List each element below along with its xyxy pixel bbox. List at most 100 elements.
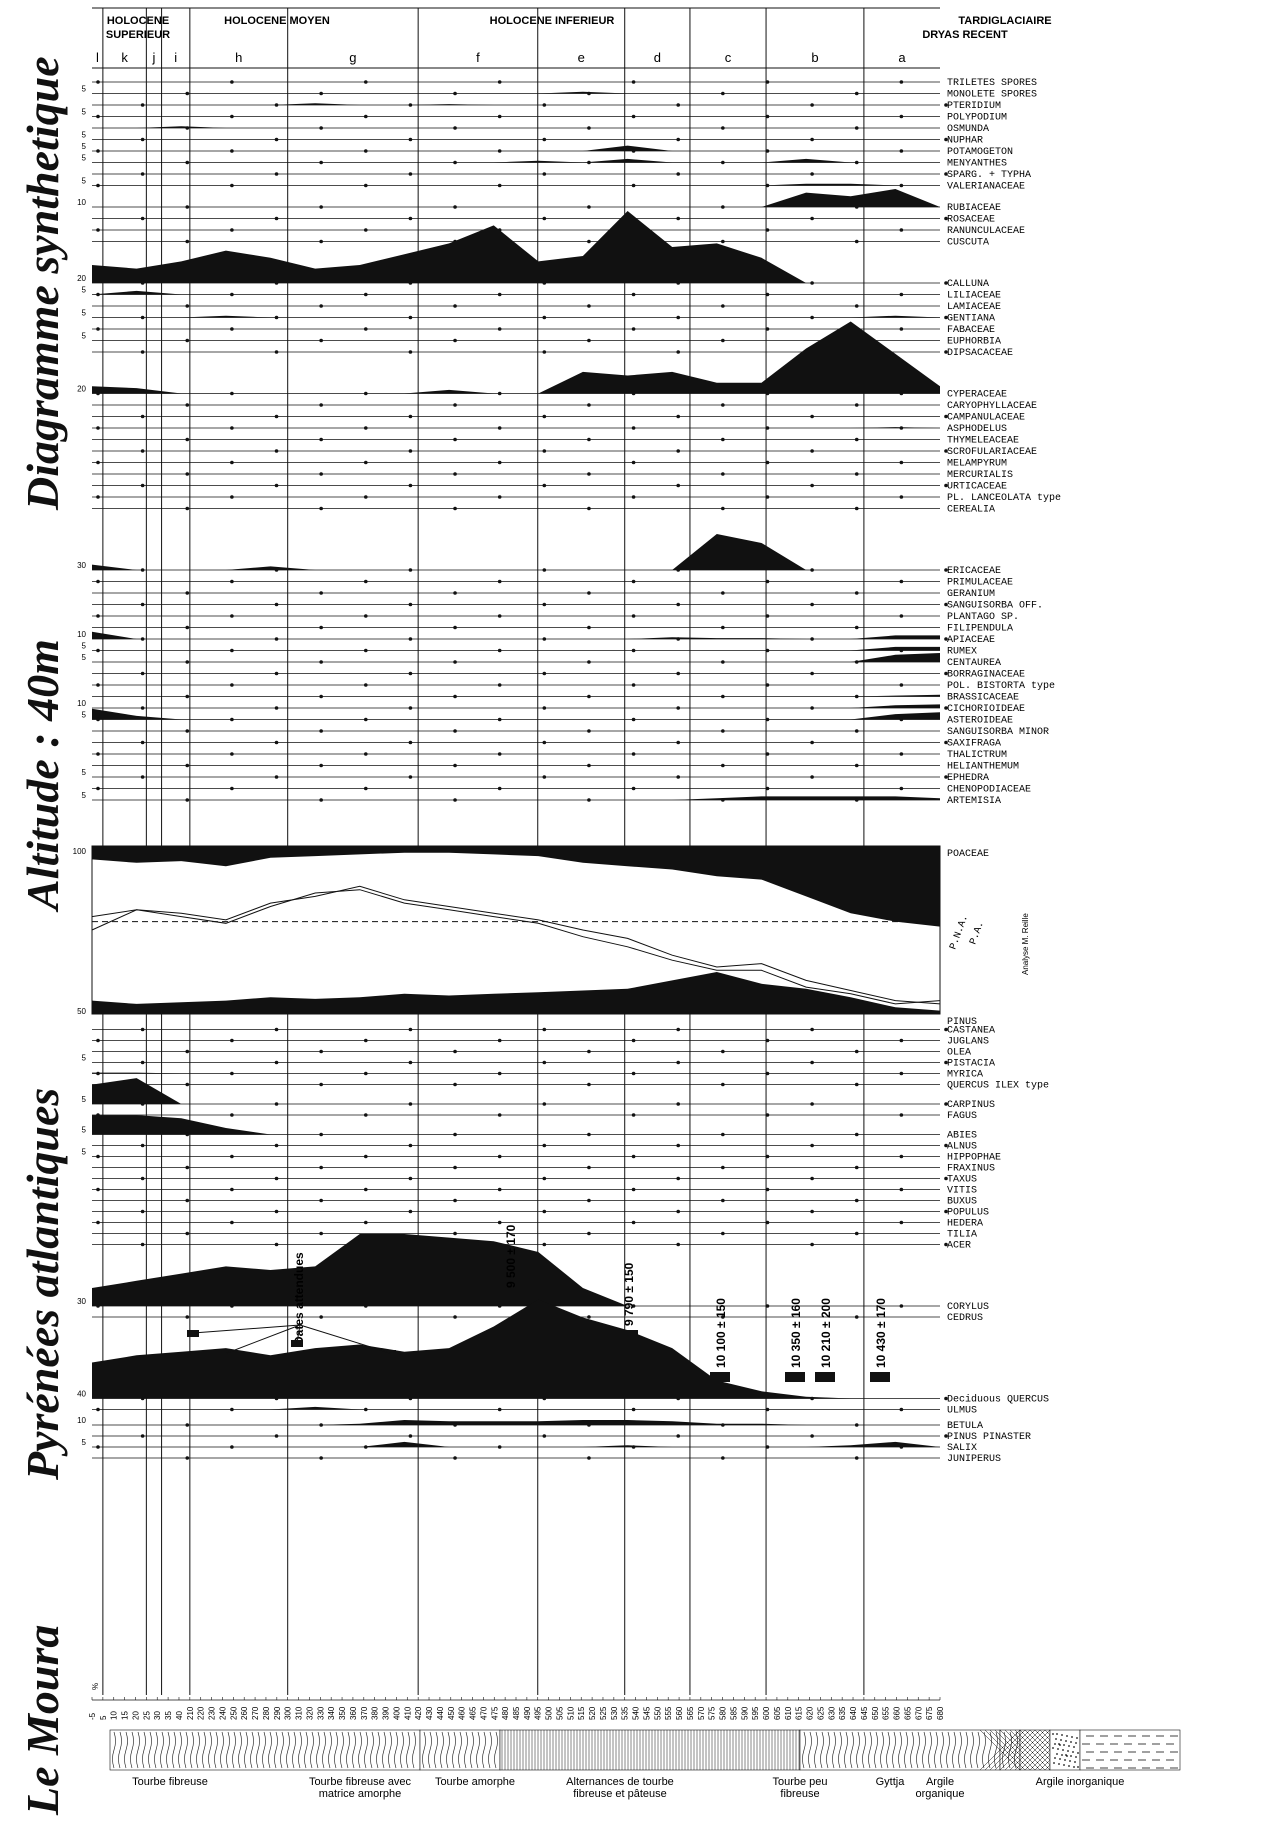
track-dot bbox=[140, 414, 145, 419]
track-dot bbox=[631, 391, 636, 396]
lower-track-dot bbox=[185, 1049, 190, 1054]
track-area-menyanthes bbox=[92, 158, 940, 163]
pinus-label: PINUS bbox=[947, 1017, 977, 1028]
lower-track-dot bbox=[854, 1423, 859, 1427]
track-dot bbox=[140, 706, 145, 710]
lower-track-dot bbox=[810, 1434, 814, 1438]
track-dot bbox=[140, 637, 145, 641]
track-dot bbox=[676, 281, 681, 285]
axis-tick-label: 560 bbox=[675, 1706, 684, 1720]
lower-track-dot bbox=[944, 1434, 948, 1438]
track-dot bbox=[185, 338, 190, 343]
track-dot bbox=[854, 205, 859, 209]
sediment-hatch bbox=[458, 1731, 462, 1769]
track-dot bbox=[542, 671, 547, 676]
track-area-rumex bbox=[92, 646, 940, 651]
sediment-hatch bbox=[946, 1731, 950, 1769]
track-dot bbox=[765, 80, 770, 84]
sediment-dot bbox=[1070, 1741, 1072, 1743]
sediment-hatch bbox=[862, 1731, 866, 1769]
track-dot bbox=[140, 281, 145, 285]
track-dot bbox=[631, 752, 636, 756]
track-dot bbox=[96, 149, 100, 153]
track-dot bbox=[944, 637, 948, 641]
track-dot bbox=[319, 403, 323, 407]
sediment-dot bbox=[1054, 1743, 1056, 1745]
track-scale: 5 bbox=[82, 177, 87, 186]
lower-track-dot bbox=[185, 1231, 190, 1236]
lower-track-dot bbox=[810, 1060, 814, 1065]
track-dot bbox=[453, 763, 457, 768]
track-dot bbox=[274, 637, 279, 641]
track-dot bbox=[363, 228, 368, 232]
track-dot bbox=[274, 568, 279, 572]
track-dot bbox=[453, 625, 457, 630]
track-dot bbox=[721, 160, 725, 165]
track-dot bbox=[274, 414, 279, 419]
track-dot bbox=[899, 149, 904, 153]
axis-tick-label: 490 bbox=[523, 1706, 532, 1720]
date-label: 10 100 ± 150 bbox=[714, 1298, 728, 1368]
sediment-hatch bbox=[970, 1731, 974, 1769]
sediment-dot bbox=[1073, 1746, 1075, 1748]
track-label-liliaceae: LILIACEAE bbox=[947, 291, 1001, 302]
track-dot bbox=[408, 740, 413, 745]
lower-track-label-quercus-ilex-type: QUERCUS ILEX type bbox=[947, 1081, 1049, 1092]
lower-track-dot bbox=[319, 1198, 323, 1203]
track-dot bbox=[899, 614, 904, 618]
track-dot bbox=[230, 391, 234, 396]
axis-tick-label: 20 bbox=[131, 1711, 140, 1720]
track-dot bbox=[96, 80, 100, 84]
track-dot bbox=[587, 437, 591, 442]
track-dot bbox=[319, 304, 323, 308]
lower-track-dot bbox=[899, 1071, 904, 1076]
sediment-dot bbox=[1063, 1744, 1065, 1746]
lower-track-scale: 10 bbox=[77, 1416, 86, 1425]
lower-track-dot bbox=[631, 1220, 636, 1225]
track-dot bbox=[810, 483, 814, 488]
lower-track-dot bbox=[140, 1434, 145, 1438]
track-scale: 5 bbox=[82, 768, 87, 777]
track-dot bbox=[363, 579, 368, 584]
track-area-artemisia bbox=[92, 796, 940, 800]
lower-track-dot bbox=[185, 1132, 190, 1137]
track-label-primulaceae: PRIMULACEAE bbox=[947, 578, 1013, 589]
sediment-hatch bbox=[976, 1731, 980, 1769]
lower-track-dot bbox=[899, 1038, 904, 1043]
track-label-polypodium: POLYPODIUM bbox=[947, 113, 1007, 124]
lower-track-label-juglans: JUGLANS bbox=[947, 1037, 989, 1048]
axis-tick-label: 585 bbox=[729, 1706, 738, 1720]
track-dot bbox=[899, 648, 904, 653]
track-label-lamiaceae: LAMIACEAE bbox=[947, 302, 1001, 313]
track-dot bbox=[810, 137, 814, 142]
sediment-hatch bbox=[892, 1731, 896, 1769]
lower-track-dot bbox=[140, 1143, 145, 1148]
sediment-hatch bbox=[178, 1731, 182, 1769]
track-dot bbox=[363, 327, 368, 331]
scale-50: 50 bbox=[77, 1007, 86, 1016]
lower-track-dot bbox=[899, 1407, 904, 1412]
axis-tick-label: 240 bbox=[218, 1706, 227, 1720]
pinus-area bbox=[92, 972, 940, 1014]
zone-letter-k: k bbox=[121, 50, 128, 65]
track-dot bbox=[899, 114, 904, 119]
expected-date-leader bbox=[299, 1324, 391, 1354]
track-label-artemisia: ARTEMISIA bbox=[947, 796, 1001, 807]
track-dot bbox=[765, 614, 770, 618]
sediment-hatch bbox=[298, 1731, 302, 1769]
sediment-dot bbox=[1058, 1763, 1060, 1765]
track-label-mercurialis: MERCURIALIS bbox=[947, 470, 1013, 481]
track-dot bbox=[721, 472, 725, 476]
axis-tick-label: 620 bbox=[806, 1706, 815, 1720]
lower-track-dot bbox=[721, 1423, 725, 1427]
track-dot bbox=[319, 126, 323, 130]
track-dot bbox=[453, 660, 457, 664]
track-dot bbox=[96, 752, 100, 756]
track-dot bbox=[274, 350, 279, 354]
track-dot bbox=[363, 426, 368, 430]
axis-tick-label: 545 bbox=[642, 1706, 651, 1720]
lower-track-dot bbox=[497, 1187, 502, 1192]
track-dot bbox=[230, 426, 234, 430]
sediment-hatch bbox=[172, 1731, 176, 1769]
lower-track-dot bbox=[587, 1198, 591, 1203]
